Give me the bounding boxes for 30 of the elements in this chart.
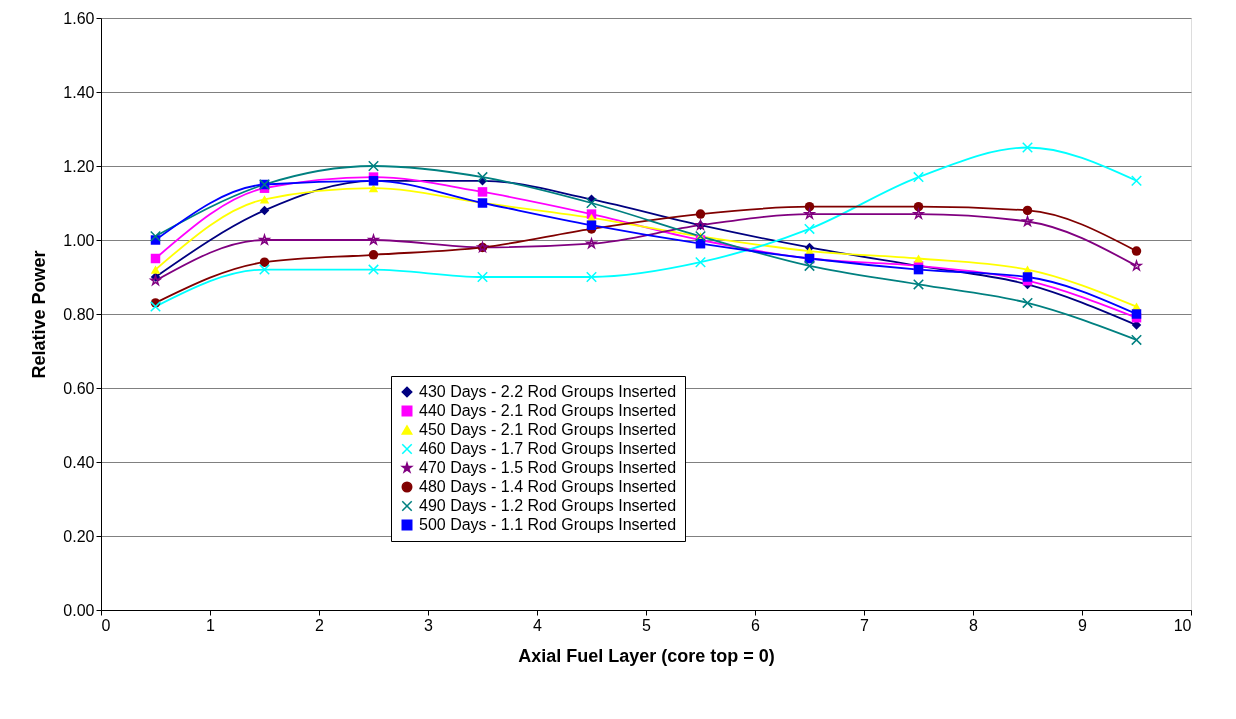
x-tick-label: 3 <box>424 616 434 634</box>
x-tick-label: 2 <box>315 616 325 634</box>
legend-label: 430 Days - 2.2 Rod Groups Inserted <box>419 383 677 400</box>
legend-label: 460 Days - 1.7 Rod Groups Inserted <box>419 440 677 457</box>
x-tick-label: 6 <box>751 616 761 634</box>
legend-label: 440 Days - 2.1 Rod Groups Inserted <box>419 402 677 419</box>
y-tick-label: 0.00 <box>63 601 95 619</box>
y-tick-label: 1.20 <box>63 157 95 175</box>
y-tick-label: 0.60 <box>63 379 95 397</box>
legend-label: 480 Days - 1.4 Rod Groups Inserted <box>419 478 677 495</box>
y-tick-label: 0.40 <box>63 453 95 471</box>
y-tick-label: 0.80 <box>63 305 95 323</box>
legend-label: 500 Days - 1.1 Rod Groups Inserted <box>419 516 677 533</box>
legend-label: 470 Days - 1.5 Rod Groups Inserted <box>419 459 677 476</box>
x-tick-label: 0 <box>101 616 111 634</box>
y-tick-label: 1.60 <box>63 9 95 27</box>
x-tick-label: 5 <box>642 616 652 634</box>
x-tick-label: 1 <box>206 616 216 634</box>
x-tick-label: 9 <box>1078 616 1088 634</box>
legend-label: 490 Days - 1.2 Rod Groups Inserted <box>419 497 677 514</box>
legend-label: 450 Days - 2.1 Rod Groups Inserted <box>419 421 677 438</box>
x-axis-title: Axial Fuel Layer (core top = 0) <box>518 645 775 666</box>
x-tick-label: 10 <box>1173 616 1192 634</box>
x-tick-label: 4 <box>533 616 543 634</box>
x-tick-label: 7 <box>860 616 870 634</box>
y-tick-label: 1.00 <box>63 231 95 249</box>
y-tick-label: 0.20 <box>63 527 95 545</box>
y-axis-title: Relative Power <box>29 250 50 379</box>
y-tick-label: 1.40 <box>63 83 95 101</box>
x-tick-label: 8 <box>969 616 979 634</box>
